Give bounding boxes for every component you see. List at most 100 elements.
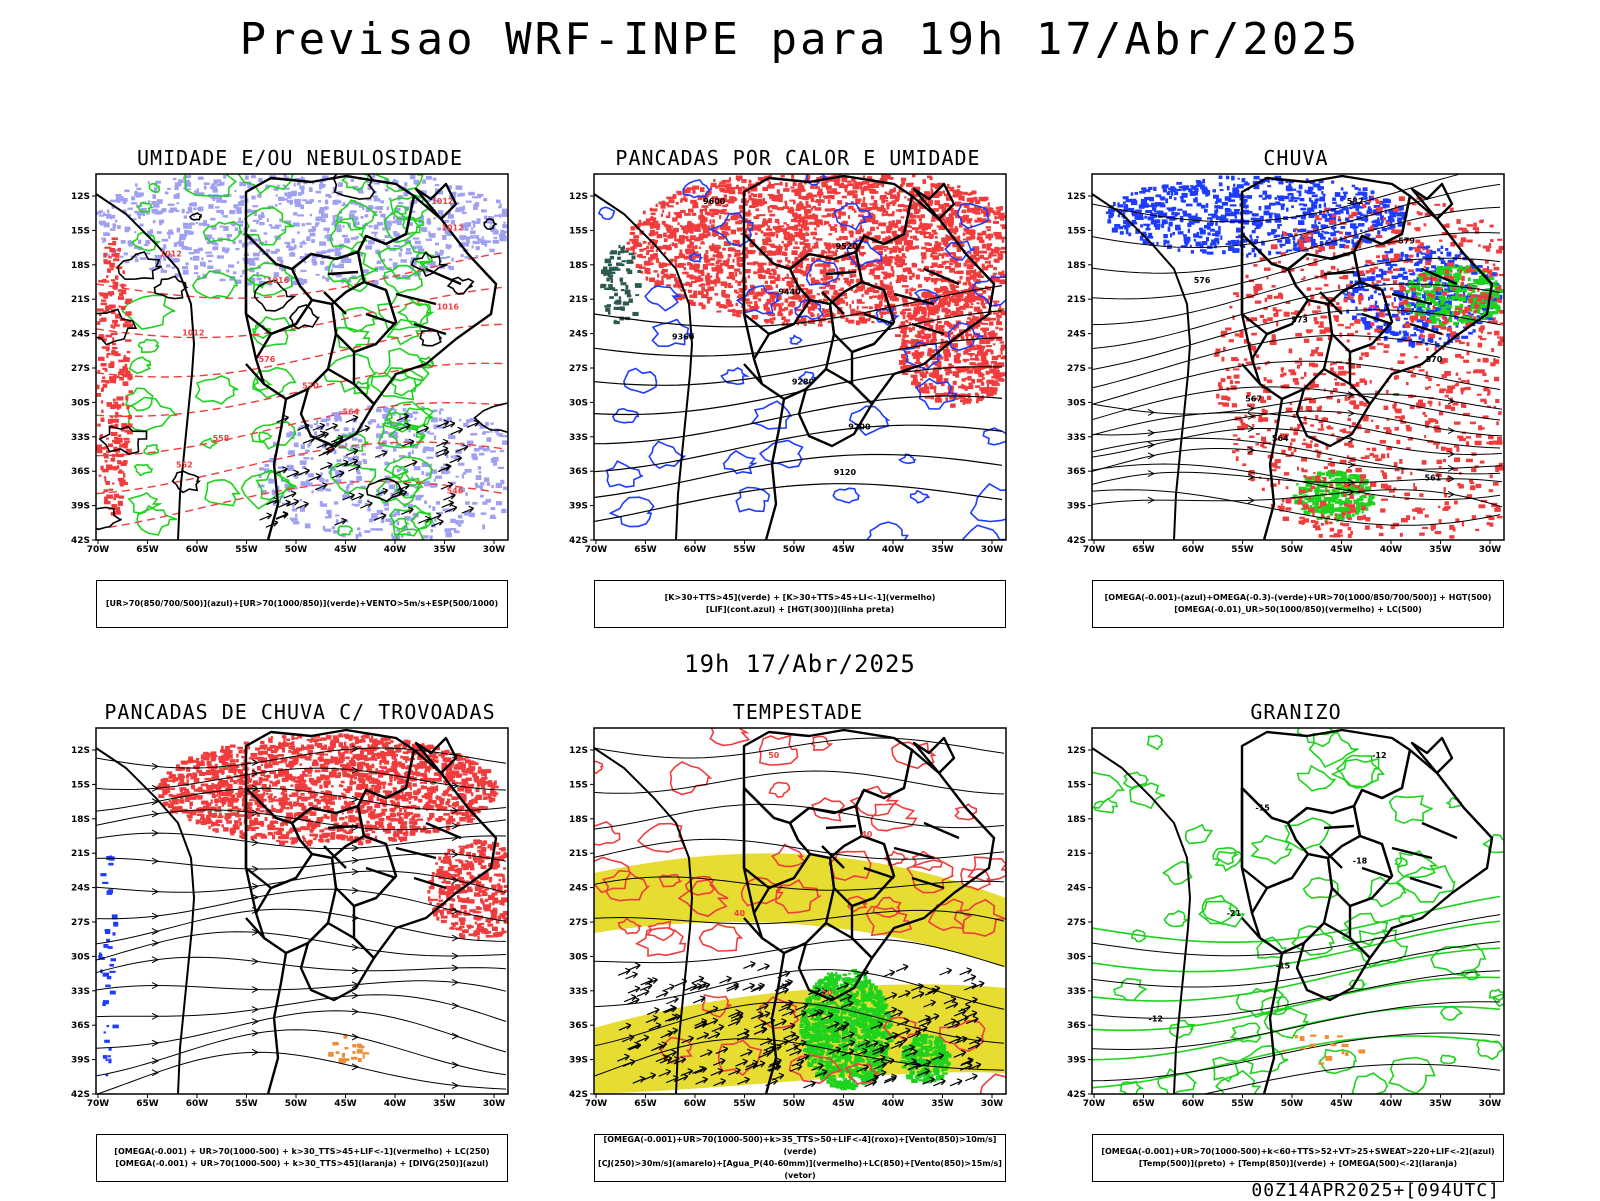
humidity-fill-blue (222, 200, 227, 203)
instability-fill-red (710, 258, 715, 261)
instability-fill-red (667, 205, 673, 207)
wind-vector (442, 500, 454, 507)
instability-fill-red (810, 295, 814, 298)
omega-fill-blue (1176, 182, 1182, 185)
instability-fill-red (746, 212, 751, 216)
humidity-fill-blue (464, 227, 468, 231)
instability-fill-red (772, 205, 778, 209)
instability-fill-red (969, 385, 974, 390)
omega-fill-blue (1218, 217, 1220, 220)
instability-fill-red (828, 251, 834, 254)
instability-fill-red (955, 226, 958, 231)
instability-fill-red (835, 228, 837, 233)
thickness-fill-red (115, 412, 118, 416)
thickness-fill-red (116, 396, 123, 400)
instability-fill-red (827, 213, 832, 217)
instability-fill-red (792, 235, 796, 237)
omega-fill-blue (1244, 183, 1250, 186)
instability-fill-red (735, 187, 740, 190)
instability-fill-red (894, 240, 898, 243)
humidity-contour-green (338, 526, 352, 535)
humidity-fill-blue (404, 182, 407, 186)
omega-fill-blue (1293, 243, 1297, 248)
instability-fill-green (614, 293, 618, 297)
instability-fill-red (769, 232, 773, 234)
instability-fill-red (861, 252, 864, 256)
instability-fill-red (949, 217, 954, 221)
humidity-fill-blue (435, 243, 439, 246)
thickness-fill-red (118, 435, 121, 438)
instability-fill-red (935, 193, 942, 196)
instability-fill-red (673, 233, 677, 238)
humidity-fill-blue (259, 222, 264, 225)
humidity-fill-blue (345, 259, 352, 263)
instability-fill-red (637, 254, 639, 257)
instability-fill-green (635, 283, 642, 288)
lat-tick-label: 24S (569, 330, 588, 340)
humidity-fill-blue (323, 526, 325, 531)
instability-fill-red (722, 209, 727, 212)
humidity-fill-blue (196, 222, 198, 224)
instability-fill-red (800, 242, 806, 245)
instability-fill-red (768, 218, 772, 221)
instability-fill-red (774, 277, 780, 281)
omega-fill-blue (1286, 249, 1292, 251)
omega-fill-blue (1250, 235, 1253, 239)
humidity-fill-blue (137, 192, 144, 196)
instability-fill-red (837, 200, 842, 204)
instability-fill-red (896, 261, 900, 263)
instability-fill-red (763, 218, 767, 221)
instability-fill-green (618, 245, 620, 248)
thickness-fill-red (125, 368, 128, 372)
instability-fill-red (695, 206, 698, 208)
humidity-fill-blue (464, 223, 466, 225)
humidity-fill-blue (456, 476, 459, 478)
instability-fill-red (685, 249, 692, 253)
wind-vector (431, 519, 443, 526)
omega-fill-blue (1278, 203, 1280, 205)
instability-fill-red (703, 264, 706, 268)
instability-fill-red (978, 233, 983, 236)
humidity-fill-blue (265, 241, 268, 244)
instability-fill-red (935, 398, 942, 403)
humidity-fill-blue (213, 180, 218, 184)
instability-fill-red (979, 255, 984, 259)
instability-fill-red (648, 242, 651, 245)
instability-fill-red (931, 251, 935, 254)
instability-fill-red (978, 271, 981, 275)
humidity-fill-blue (167, 188, 171, 190)
instability-fill-red (902, 285, 909, 287)
omega-fill-blue (1335, 192, 1341, 197)
humidity-fill-blue (131, 196, 135, 200)
instability-fill-red (827, 190, 832, 194)
instability-fill-red (828, 199, 831, 204)
lat-tick-label: 36S (71, 467, 90, 477)
humidity-fill-blue (300, 460, 307, 465)
instability-fill-red (992, 254, 997, 256)
instability-fill-red (699, 278, 703, 282)
instability-fill-red (995, 327, 998, 330)
instability-fill-red (904, 196, 906, 198)
instability-fill-red (863, 285, 865, 290)
instability-fill-red (690, 230, 694, 234)
thickness-fill-red (107, 402, 113, 407)
instability-fill-red (797, 189, 802, 193)
thickness-fill-red (118, 471, 125, 473)
instability-fill-red (748, 275, 750, 278)
instability-fill-red (667, 228, 672, 233)
instability-fill-red (953, 381, 957, 385)
lon-tick-label: 55W (733, 545, 756, 555)
humidity-fill-blue (204, 224, 210, 226)
instability-fill-green (629, 253, 635, 255)
humidity-fill-blue (316, 274, 320, 276)
omega-fill-blue (1308, 187, 1314, 191)
instability-fill-red (794, 225, 801, 227)
omega-fill-blue (1194, 239, 1196, 242)
humidity-fill-blue (324, 529, 331, 532)
lon-tick-label: 40W (384, 545, 407, 555)
instability-fill-red (836, 238, 840, 240)
instability-fill-red (821, 221, 824, 226)
humidity-fill-blue (223, 215, 229, 218)
instability-fill-red (668, 247, 672, 250)
humidity-contour-green (193, 271, 237, 298)
